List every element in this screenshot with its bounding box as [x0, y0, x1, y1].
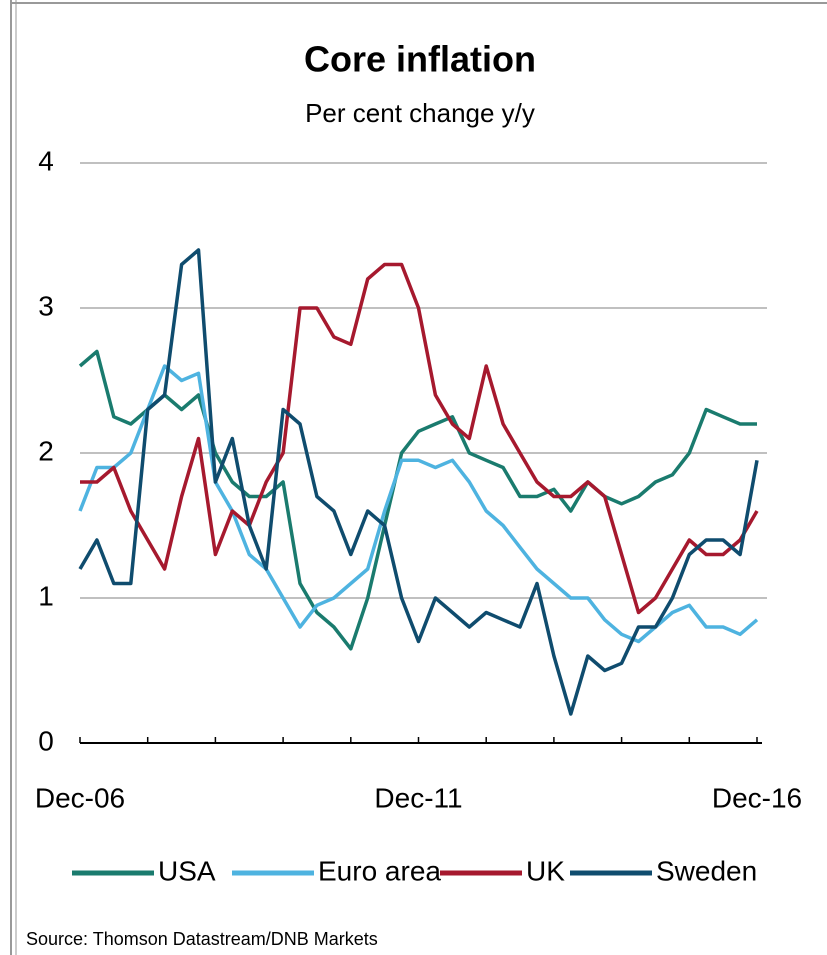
x-tick-label: Dec-11	[374, 782, 462, 813]
y-tick-label: 4	[38, 145, 54, 176]
y-tick-label: 1	[38, 580, 54, 611]
series-line	[78, 349, 757, 651]
series-line	[78, 364, 759, 644]
y-tick-label: 3	[38, 290, 54, 321]
y-tick-label: 2	[38, 435, 54, 466]
x-tick-label: Dec-16	[712, 782, 802, 813]
legend-label: Euro area	[318, 855, 441, 886]
series-line	[80, 262, 759, 615]
source: Source: Thomson Datastream/DNB Markets	[26, 929, 378, 949]
chart-title: Core inflation	[304, 39, 536, 80]
chart-subtitle: Per cent change y/y	[305, 98, 535, 128]
x-tick-label: Dec-06	[35, 782, 125, 813]
legend-label: Sweden	[656, 855, 757, 886]
y-tick-label: 0	[38, 725, 54, 756]
series-line	[78, 248, 759, 716]
legend-label: USA	[158, 855, 216, 886]
legend-label: UK	[526, 855, 565, 886]
